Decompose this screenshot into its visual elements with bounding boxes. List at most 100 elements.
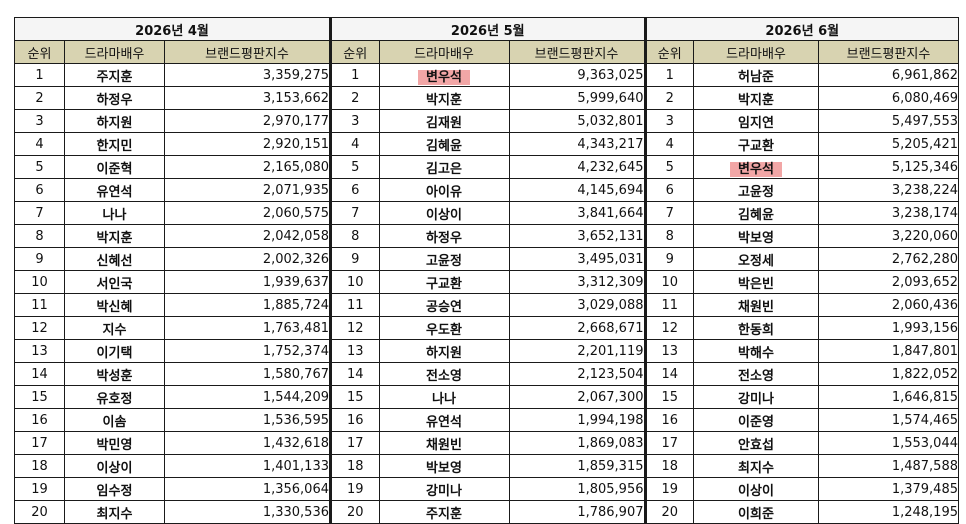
rank-cell: 6	[645, 178, 694, 202]
index-value-cell: 2,165,080	[164, 155, 330, 179]
index-value-cell: 1,401,133	[164, 454, 330, 478]
table-row: 1 주지훈 3,359,275	[14, 63, 330, 87]
actor-name: 구교환	[738, 138, 774, 154]
actor-name: 채원빈	[426, 437, 462, 453]
index-value-cell: 3,238,224	[818, 178, 959, 202]
table-row: 18 이상이 1,401,133	[14, 454, 330, 478]
actor-name: 김고은	[426, 161, 462, 177]
index-value-cell: 1,379,485	[818, 477, 959, 501]
table-row: 9 고윤정 3,495,031	[330, 247, 645, 271]
actor-name: 주지훈	[96, 69, 133, 85]
column-header-rank: 순위	[645, 40, 694, 64]
actor-cell: 한지민	[64, 132, 165, 156]
index-value-cell: 1,646,815	[818, 385, 959, 409]
table-row: 11 공승연 3,029,088	[330, 293, 645, 317]
brand-reputation-tables: 2026년 4월 순위 드라마배우 브랜드평판지수 1 주지훈 3,359,275 2 하정우 3…	[14, 17, 959, 524]
actor-name: 임지연	[738, 115, 774, 131]
actor-cell: 구교환	[693, 132, 819, 156]
actor-cell: 박민영	[64, 431, 165, 455]
table-row: 6 고윤정 3,238,224	[645, 178, 959, 202]
table-row: 11 박신혜 1,885,724	[14, 293, 330, 317]
index-value-cell: 3,312,309	[508, 270, 645, 294]
table-row: 2 박지훈 6,080,469	[645, 86, 959, 110]
table-row: 2 하정우 3,153,662	[14, 86, 330, 110]
actor-cell: 박보영	[693, 224, 819, 248]
index-value-cell: 3,495,031	[508, 247, 645, 271]
rank-cell: 15	[645, 385, 694, 409]
table-row: 13 하지원 2,201,119	[330, 339, 645, 363]
actor-name: 강미나	[738, 391, 774, 407]
index-value-cell: 1,752,374	[164, 339, 330, 363]
actor-name: 하정우	[426, 230, 462, 246]
rank-cell: 1	[330, 63, 380, 87]
actor-cell: 오정세	[693, 247, 819, 271]
index-value-cell: 1,330,536	[164, 500, 330, 524]
actor-name: 박해수	[738, 345, 774, 361]
index-value-cell: 3,652,131	[508, 224, 645, 248]
highlighted-actor-name: 변우석	[418, 69, 470, 85]
actor-name: 이상이	[426, 207, 462, 223]
actor-cell: 김혜윤	[378, 132, 510, 156]
table-row: 10 서인국 1,939,637	[14, 270, 330, 294]
actor-name: 박성훈	[96, 368, 133, 384]
actor-name: 박지훈	[426, 92, 462, 108]
index-value-cell: 2,042,058	[164, 224, 330, 248]
index-value-cell: 1,885,724	[164, 293, 330, 317]
column-header-index: 브랜드평판지수	[818, 40, 959, 64]
actor-name: 아이유	[426, 184, 462, 200]
rank-cell: 7	[330, 201, 380, 225]
actor-cell: 안효섭	[693, 431, 819, 455]
index-value-cell: 4,145,694	[508, 178, 645, 202]
actor-cell: 하지원	[64, 109, 165, 133]
rank-cell: 12	[14, 316, 65, 340]
actor-name: 오정세	[738, 253, 774, 269]
actor-cell: 유호정	[64, 385, 165, 409]
table-row: 15 나나 2,067,300	[330, 385, 645, 409]
rank-cell: 16	[14, 408, 65, 432]
actor-name: 신혜선	[96, 253, 133, 269]
rank-cell: 18	[14, 454, 65, 478]
actor-cell: 나나	[378, 385, 510, 409]
index-value-cell: 1,248,195	[818, 500, 959, 524]
index-value-cell: 1,536,595	[164, 408, 330, 432]
index-value-cell: 1,580,767	[164, 362, 330, 386]
table-row: 5 이준혁 2,165,080	[14, 155, 330, 179]
actor-cell: 공승연	[378, 293, 510, 317]
table-row: 7 김혜윤 3,238,174	[645, 201, 959, 225]
actor-cell: 임수정	[64, 477, 165, 501]
rank-cell: 15	[14, 385, 65, 409]
index-value-cell: 5,125,346	[818, 155, 959, 179]
actor-name: 박신혜	[96, 299, 133, 315]
actor-name: 이희준	[738, 506, 774, 522]
actor-cell: 채원빈	[693, 293, 819, 317]
table-row: 6 유연석 2,071,935	[14, 178, 330, 202]
index-value-cell: 3,029,088	[508, 293, 645, 317]
actor-name: 김혜윤	[426, 138, 462, 154]
index-value-cell: 2,668,671	[508, 316, 645, 340]
actor-name: 우도환	[426, 322, 462, 338]
actor-cell: 김고은	[378, 155, 510, 179]
actor-name: 한동희	[738, 322, 774, 338]
rank-cell: 13	[645, 339, 694, 363]
actor-cell: 채원빈	[378, 431, 510, 455]
actor-cell: 강미나	[693, 385, 819, 409]
rank-cell: 5	[330, 155, 380, 179]
table-row: 9 오정세 2,762,280	[645, 247, 959, 271]
index-value-cell: 3,153,662	[164, 86, 330, 110]
index-value-cell: 3,220,060	[818, 224, 959, 248]
actor-cell: 허남준	[693, 63, 819, 87]
actor-name: 박보영	[426, 460, 462, 476]
column-header-rank: 순위	[14, 40, 65, 64]
actor-name: 이기택	[96, 345, 133, 361]
actor-name: 박지훈	[738, 92, 774, 108]
table-row: 14 전소영 2,123,504	[330, 362, 645, 386]
index-value-cell: 5,032,801	[508, 109, 645, 133]
actor-cell: 박보영	[378, 454, 510, 478]
index-value-cell: 2,970,177	[164, 109, 330, 133]
index-value-cell: 1,939,637	[164, 270, 330, 294]
rank-cell: 3	[330, 109, 380, 133]
index-value-cell: 2,920,151	[164, 132, 330, 156]
rank-cell: 14	[330, 362, 380, 386]
rank-cell: 20	[645, 500, 694, 524]
table-row: 8 박지훈 2,042,058	[14, 224, 330, 248]
